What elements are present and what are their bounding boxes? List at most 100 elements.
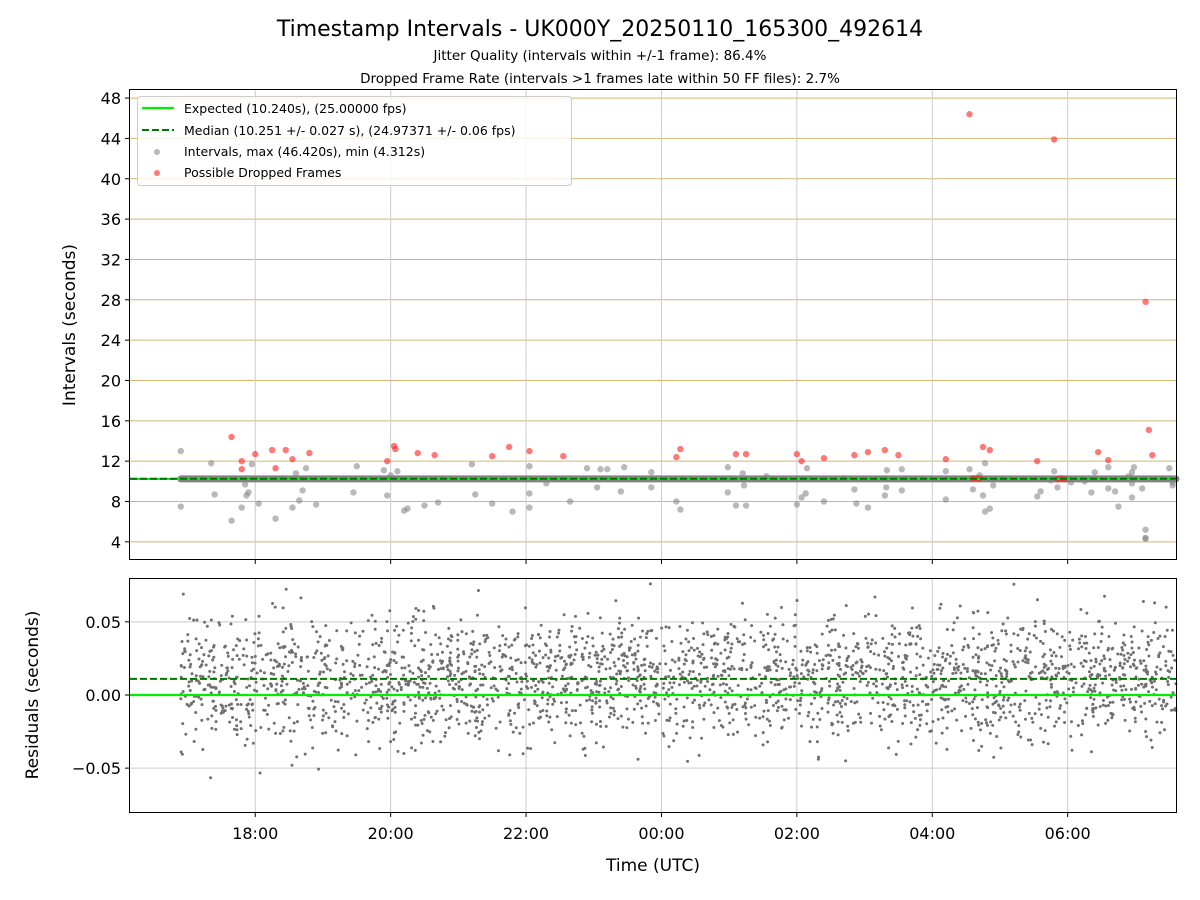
residual-point <box>1124 688 1128 692</box>
residual-point <box>440 650 444 654</box>
residual-point <box>699 661 703 665</box>
residual-point <box>394 730 398 734</box>
residual-point <box>510 668 514 672</box>
interval-point <box>238 504 245 511</box>
residual-point <box>677 683 681 687</box>
residual-point <box>761 731 765 735</box>
residual-point <box>524 672 528 676</box>
residual-point <box>396 749 400 753</box>
residual-point <box>941 651 945 655</box>
residual-point <box>730 689 734 693</box>
interval-point <box>248 460 256 468</box>
residual-point <box>885 686 889 690</box>
residual-point <box>972 697 976 701</box>
residual-point <box>244 618 248 622</box>
residual-point <box>872 652 876 656</box>
residual-point <box>684 659 688 663</box>
residual-point <box>212 670 216 674</box>
residual-point <box>725 683 729 687</box>
residual-point <box>585 640 589 644</box>
residual-point <box>603 687 607 691</box>
residual-point <box>202 653 206 657</box>
interval-point <box>881 492 889 499</box>
residual-point <box>493 666 497 670</box>
interval-point <box>942 496 950 503</box>
residual-point <box>910 684 914 688</box>
residual-point <box>815 725 819 729</box>
residual-point <box>986 691 990 695</box>
residual-point <box>903 714 907 718</box>
residual-point <box>724 637 728 641</box>
residual-point <box>253 632 257 636</box>
residual-point <box>616 627 620 631</box>
residual-point <box>745 697 749 701</box>
dropped-frame-point <box>238 457 245 465</box>
residual-point <box>1016 660 1020 664</box>
residual-point <box>689 646 693 650</box>
legend-expected-label: Expected (10.240s), (25.00000 fps) <box>184 101 406 116</box>
residual-point <box>572 635 576 639</box>
residual-point <box>854 645 858 649</box>
residual-point <box>501 634 505 638</box>
residual-point <box>702 703 706 707</box>
interval-point <box>272 515 279 522</box>
residual-point <box>637 616 641 620</box>
dropped-frame-point <box>414 449 421 457</box>
residual-point <box>1090 673 1094 677</box>
residual-point <box>684 637 688 641</box>
residual-point <box>413 748 417 752</box>
residual-point <box>957 689 961 693</box>
residual-point <box>730 705 734 709</box>
residual-point <box>1120 645 1124 649</box>
residual-point <box>466 731 470 735</box>
residual-point <box>366 711 370 715</box>
residual-point <box>562 659 566 663</box>
residual-point <box>307 707 311 711</box>
residual-point <box>874 667 878 671</box>
residual-point <box>414 606 418 610</box>
residual-point <box>528 656 532 660</box>
residual-point <box>715 658 719 662</box>
residual-point <box>1122 662 1126 666</box>
residual-point <box>1126 651 1130 655</box>
residual-point <box>731 732 735 736</box>
residual-point <box>627 646 631 650</box>
residual-point <box>716 674 720 678</box>
residual-point <box>890 642 894 646</box>
residual-point <box>530 658 534 662</box>
residual-point <box>364 682 368 686</box>
residual-point <box>1001 698 1005 702</box>
residual-point <box>508 667 512 671</box>
residual-point <box>730 664 734 668</box>
residual-point <box>781 623 785 627</box>
residual-point <box>1147 654 1151 658</box>
interval-point <box>981 508 989 515</box>
residual-point <box>918 723 922 727</box>
residual-point <box>439 642 443 646</box>
residual-point <box>1018 708 1022 712</box>
residual-point <box>849 700 853 704</box>
residual-point <box>631 720 635 724</box>
residual-point <box>538 710 542 714</box>
residual-point <box>736 683 740 687</box>
residual-point <box>395 624 399 628</box>
residual-point <box>727 712 731 716</box>
residual-point <box>840 698 844 702</box>
residual-point <box>625 726 629 730</box>
residual-point <box>489 686 493 690</box>
dropped-frame-point <box>1094 448 1102 456</box>
residual-point <box>209 685 213 689</box>
residual-point <box>587 664 591 668</box>
residual-point <box>993 659 997 663</box>
residual-point <box>919 637 923 641</box>
residual-point <box>911 634 915 638</box>
residual-point <box>533 689 537 693</box>
residual-point <box>1153 601 1157 605</box>
dropped-frame-point <box>1145 426 1153 434</box>
residual-point <box>397 633 401 637</box>
residual-point <box>583 754 587 758</box>
residual-point <box>667 719 671 723</box>
residual-point <box>667 688 671 692</box>
residual-point <box>464 721 468 725</box>
residual-point <box>264 653 268 657</box>
